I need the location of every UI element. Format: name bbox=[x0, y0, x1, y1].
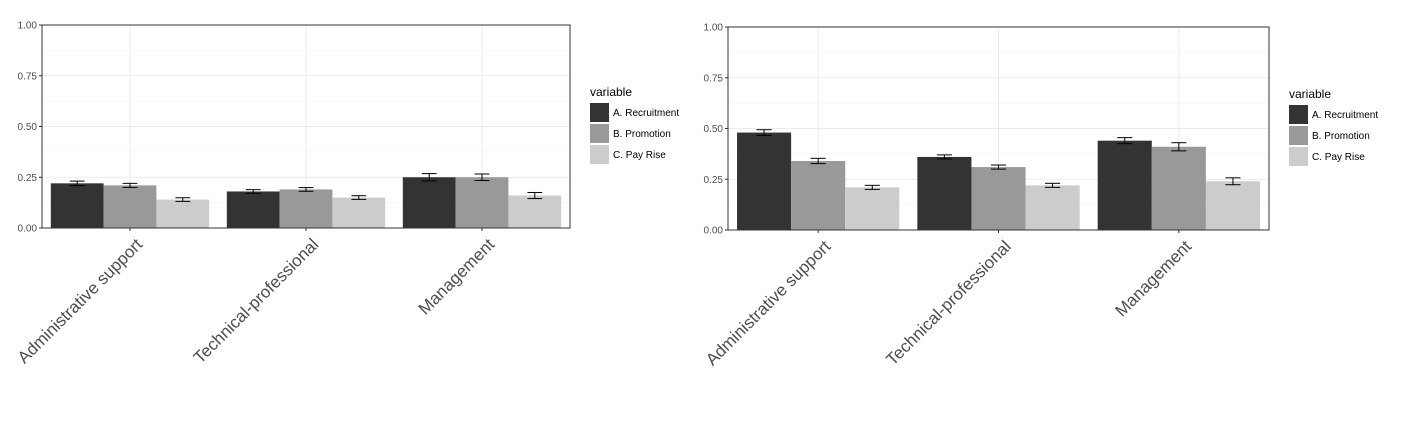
legend: variable A. Recruitment B. Promotion C. Pay… bbox=[590, 85, 679, 164]
bar[interactable] bbox=[1025, 185, 1080, 230]
legend-label: C. Pay Rise bbox=[613, 150, 666, 161]
y-tick-label: 0.00 bbox=[704, 226, 724, 237]
legend-item[interactable]: B. Promotion bbox=[590, 124, 671, 143]
y-tick-label: 1.00 bbox=[18, 21, 38, 32]
y-tick-label: 0.00 bbox=[18, 224, 38, 235]
bar[interactable] bbox=[103, 185, 157, 228]
bars bbox=[50, 177, 562, 228]
bar[interactable] bbox=[1151, 146, 1206, 230]
legend-key bbox=[1289, 147, 1308, 166]
legend-key bbox=[1289, 105, 1308, 124]
legend-item[interactable]: C. Pay Rise bbox=[1289, 147, 1365, 166]
legend-item[interactable]: A. Recruitment bbox=[1289, 105, 1378, 124]
chart-panel-1: 0.00 0.25 0.50 0.75 1.00 Administrative suppo… bbox=[14, 21, 679, 368]
bar[interactable] bbox=[226, 191, 280, 228]
x-tick-label: Technical-professional bbox=[882, 237, 1014, 369]
bars bbox=[737, 132, 1260, 230]
legend-label: C. Pay Rise bbox=[1312, 152, 1365, 163]
x-axis: Administrative support Technical-professi… bbox=[702, 230, 1195, 369]
chart-panel-2: 0.00 0.25 0.50 0.75 1.00 Administrative suppo… bbox=[702, 23, 1378, 370]
x-axis: Administrative support Technical-professi… bbox=[14, 228, 499, 367]
error-bars bbox=[69, 173, 543, 202]
bar[interactable] bbox=[845, 187, 900, 230]
legend-label: A. Recruitment bbox=[1312, 110, 1378, 121]
bar[interactable] bbox=[508, 195, 562, 228]
y-axis: 0.00 0.25 0.50 0.75 1.00 bbox=[704, 23, 728, 237]
y-tick-label: 0.75 bbox=[18, 71, 38, 82]
y-tick-label: 0.25 bbox=[18, 173, 38, 184]
x-tick-label: Administrative support bbox=[14, 235, 147, 368]
legend-label: B. Promotion bbox=[1312, 131, 1370, 142]
bar[interactable] bbox=[971, 167, 1026, 230]
bar[interactable] bbox=[156, 199, 210, 228]
error-bars bbox=[756, 129, 1241, 190]
bar[interactable] bbox=[1205, 181, 1260, 230]
legend-key bbox=[590, 124, 609, 143]
bar[interactable] bbox=[791, 160, 846, 230]
legend-key bbox=[1289, 126, 1308, 145]
bar[interactable] bbox=[332, 197, 386, 228]
x-tick-label: Management bbox=[415, 235, 499, 319]
legend-key bbox=[590, 145, 609, 164]
y-axis: 0.00 0.25 0.50 0.75 1.00 bbox=[18, 21, 42, 235]
bar[interactable] bbox=[737, 132, 792, 230]
bar[interactable] bbox=[402, 177, 456, 228]
legend-item[interactable]: B. Promotion bbox=[1289, 126, 1370, 145]
legend-label: A. Recruitment bbox=[613, 108, 679, 119]
legend-label: B. Promotion bbox=[613, 129, 671, 140]
x-tick-label: Administrative support bbox=[702, 237, 835, 370]
bar[interactable] bbox=[279, 189, 333, 228]
legend-title: variable bbox=[590, 85, 632, 99]
legend-item[interactable]: C. Pay Rise bbox=[590, 145, 666, 164]
x-tick-label: Management bbox=[1112, 237, 1196, 321]
y-tick-label: 0.50 bbox=[704, 124, 724, 135]
bar[interactable] bbox=[455, 177, 509, 228]
legend: variable A. Recruitment B. Promotion C. Pay… bbox=[1289, 87, 1378, 166]
bar[interactable] bbox=[50, 183, 104, 228]
bar[interactable] bbox=[917, 156, 972, 230]
y-tick-label: 0.25 bbox=[704, 175, 724, 186]
y-tick-label: 0.75 bbox=[704, 73, 724, 84]
legend-item[interactable]: A. Recruitment bbox=[590, 103, 679, 122]
legend-key bbox=[590, 103, 609, 122]
y-tick-label: 0.50 bbox=[18, 122, 38, 133]
y-tick-label: 1.00 bbox=[704, 23, 724, 34]
x-tick-label: Technical-professional bbox=[190, 235, 322, 367]
legend-title: variable bbox=[1289, 87, 1331, 101]
bar[interactable] bbox=[1097, 140, 1152, 230]
